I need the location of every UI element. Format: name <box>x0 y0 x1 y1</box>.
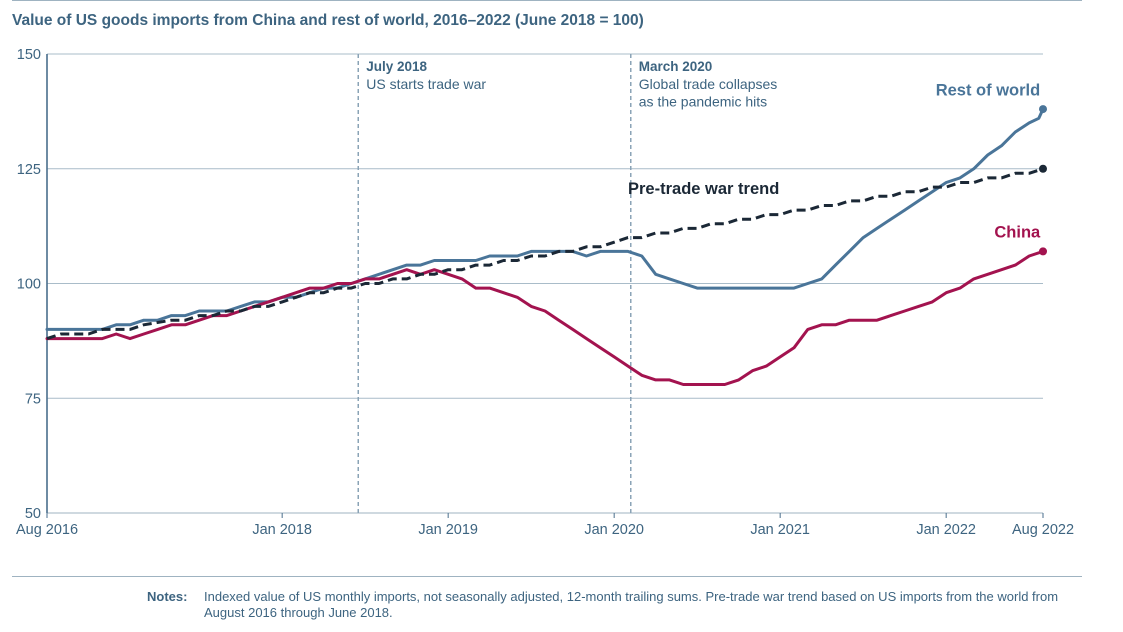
series-line-rest-of-world <box>45 107 1045 331</box>
x-tick-label-jan-2019: Jan 2019 <box>418 522 478 538</box>
y-tick-label-75: 75 <box>25 391 41 407</box>
line-chart: 50 75 100 125 150 Aug 2016 Jan 2018 Jan 2019 Jan… <box>16 47 1074 538</box>
notes-text: Indexed value of US monthly imports, not… <box>204 589 1059 620</box>
x-tick-label-jan-2020: Jan 2020 <box>584 522 644 538</box>
annotation-text-march-2020-2: as the pandemic hits <box>639 94 767 110</box>
y-tick-label-100: 100 <box>17 277 41 293</box>
y-tick-label-125: 125 <box>17 162 41 178</box>
x-tick-label-jan-2022: Jan 2022 <box>916 522 976 538</box>
series-label-china: China <box>994 224 1041 242</box>
y-tick-label-50: 50 <box>25 506 41 522</box>
x-tick-label-jan-2018: Jan 2018 <box>252 522 312 538</box>
annotation-title-march-2020: March 2020 <box>639 59 713 74</box>
annotation-text-march-2020-1: Global trade collapses <box>639 76 778 92</box>
series-end-point-china <box>1039 247 1047 256</box>
series-label-pre-trade-war-trend: Pre-trade war trend <box>628 180 779 198</box>
series-end-point-rest-of-world <box>1039 105 1047 114</box>
top-rule <box>12 0 1082 1</box>
annotation-title-july-2018: July 2018 <box>366 59 427 74</box>
series-line-china <box>45 249 1045 386</box>
x-tick-label-aug-2016: Aug 2016 <box>16 522 78 538</box>
x-tick-label-jan-2021: Jan 2021 <box>750 522 810 538</box>
chart-title: Value of US goods imports from China and… <box>12 12 644 29</box>
y-tick-label-150: 150 <box>17 47 41 63</box>
series-line-pre-trade-war-trend <box>46 167 1044 341</box>
annotation-text-july-2018-1: US starts trade war <box>366 76 486 92</box>
bottom-rule <box>12 576 1082 577</box>
x-tick-label-aug-2022: Aug 2022 <box>1012 522 1074 538</box>
series-end-point-pre-trade-war-trend <box>1039 164 1047 173</box>
notes-label: Notes: <box>147 589 188 604</box>
series-label-rest-of-world: Rest of world <box>936 81 1041 99</box>
